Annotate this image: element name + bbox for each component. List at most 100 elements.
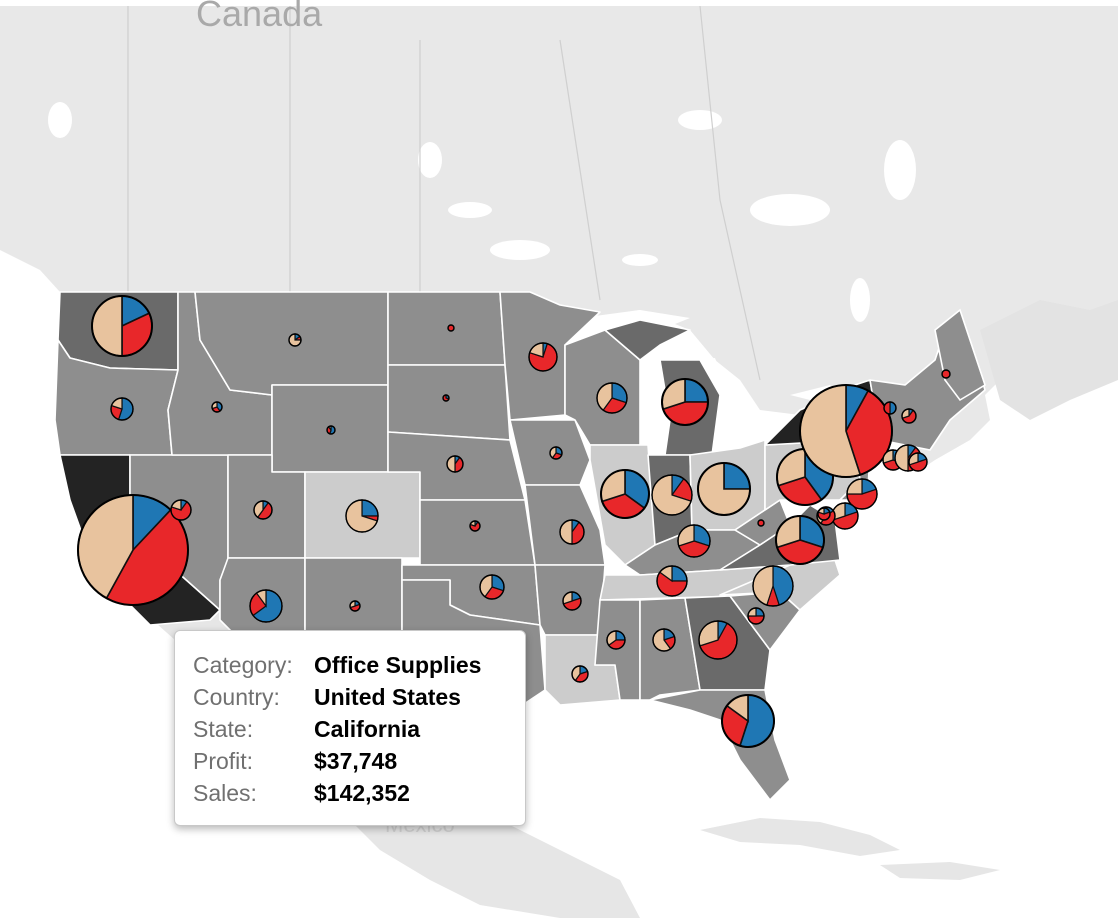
- tooltip-label: Country:: [193, 683, 280, 710]
- pie-outline: [901, 408, 917, 424]
- pie-outline: [606, 630, 626, 650]
- pie-marker[interactable]: [349, 600, 361, 612]
- pie-outline: [345, 499, 379, 533]
- pie-marker[interactable]: [549, 446, 563, 460]
- pie-outline: [775, 515, 825, 565]
- pie-outline: [479, 574, 505, 600]
- pie-marker[interactable]: [901, 408, 917, 424]
- state-kansas[interactable]: [419, 499, 536, 566]
- pie-outline: [697, 462, 751, 516]
- pie-marker[interactable]: [571, 665, 589, 683]
- tooltip-row-country: Country: United States: [193, 681, 525, 713]
- pie-marker[interactable]: [345, 499, 379, 533]
- pie-outline: [110, 397, 134, 421]
- pie-outline: [349, 600, 361, 612]
- pie-marker[interactable]: [651, 474, 693, 516]
- pie-marker[interactable]: [446, 455, 464, 473]
- pie-outline: [442, 394, 450, 402]
- pie-outline: [77, 494, 189, 606]
- state-south-dakota[interactable]: [387, 364, 511, 441]
- pie-outline: [747, 607, 765, 625]
- pie-outline: [549, 446, 563, 460]
- pie-outline: [249, 589, 283, 623]
- pie-outline: [596, 382, 628, 414]
- pie-marker[interactable]: [253, 500, 273, 520]
- pie-outline: [528, 342, 558, 372]
- pie-marker[interactable]: [831, 502, 859, 530]
- pie-outline: [562, 591, 582, 611]
- state-north-dakota[interactable]: [387, 291, 506, 366]
- pie-marker[interactable]: [652, 628, 676, 652]
- pie-marker[interactable]: [110, 397, 134, 421]
- northeast-landmass: [980, 300, 1118, 420]
- pie-outline: [883, 401, 897, 415]
- pie-marker[interactable]: [562, 591, 582, 611]
- pie-outline: [661, 378, 709, 426]
- tooltip-value: Office Supplies: [314, 651, 482, 678]
- pie-marker[interactable]: [528, 342, 558, 372]
- tooltip-label: Profit:: [193, 747, 254, 774]
- pie-marker[interactable]: [606, 630, 626, 650]
- pie-outline: [846, 478, 878, 510]
- pie-outline: [677, 524, 711, 558]
- pie-marker[interactable]: [170, 499, 192, 521]
- pie-marker[interactable]: [697, 462, 751, 516]
- pie-outline: [447, 324, 455, 332]
- pie-marker[interactable]: [883, 401, 897, 415]
- canada-lakes: [48, 102, 916, 322]
- tooltip-value: $142,352: [314, 779, 410, 806]
- pie-marker[interactable]: [846, 478, 878, 510]
- caribbean-land-2: [880, 862, 1000, 880]
- pie-outline: [941, 369, 951, 379]
- tooltip-label: State:: [193, 715, 254, 742]
- pie-outline: [288, 333, 302, 347]
- pie-marker[interactable]: [698, 620, 738, 660]
- pie-marker[interactable]: [469, 520, 481, 532]
- pie-marker[interactable]: [799, 384, 893, 478]
- pie-marker[interactable]: [596, 382, 628, 414]
- pie-marker[interactable]: [752, 565, 794, 607]
- pie-marker[interactable]: [817, 507, 831, 521]
- pie-marker[interactable]: [447, 324, 455, 332]
- pie-marker[interactable]: [249, 589, 283, 623]
- pie-marker[interactable]: [442, 394, 450, 402]
- tooltip: Category: Office Supplies Country: Unite…: [174, 630, 526, 826]
- pie-marker[interactable]: [326, 425, 336, 435]
- pie-outline: [559, 519, 585, 545]
- pie-marker[interactable]: [757, 519, 765, 527]
- tooltip-row-category: Category: Office Supplies: [193, 649, 525, 681]
- pie-marker[interactable]: [559, 519, 585, 545]
- canada-landmass: [0, 6, 1118, 470]
- tooltip-row-profit: Profit: $37,748: [193, 745, 525, 777]
- pie-outline: [600, 469, 650, 519]
- pie-outline: [91, 295, 153, 357]
- pie-marker[interactable]: [721, 694, 775, 748]
- pie-marker[interactable]: [661, 378, 709, 426]
- canada-label: Canada: [196, 0, 323, 34]
- pie-outline: [816, 506, 836, 526]
- tooltip-label: Category:: [193, 651, 293, 678]
- tooltip-row-state: State: California: [193, 713, 525, 745]
- pie-outline: [799, 384, 893, 478]
- pie-outline: [651, 474, 693, 516]
- state-michigan-up[interactable]: [604, 319, 691, 361]
- pie-outline: [656, 565, 688, 597]
- pie-marker[interactable]: [91, 295, 153, 357]
- pie-marker[interactable]: [211, 401, 223, 413]
- pie-marker[interactable]: [677, 524, 711, 558]
- pie-marker[interactable]: [775, 515, 825, 565]
- pie-marker[interactable]: [941, 369, 951, 379]
- pie-outline: [908, 452, 928, 472]
- pie-marker[interactable]: [288, 333, 302, 347]
- pie-marker[interactable]: [747, 607, 765, 625]
- pie-marker[interactable]: [600, 469, 650, 519]
- pie-marker[interactable]: [908, 452, 928, 472]
- pie-marker[interactable]: [656, 565, 688, 597]
- pie-outline: [752, 565, 794, 607]
- pie-outline: [211, 401, 223, 413]
- pie-markers: [77, 295, 951, 748]
- pie-outline: [817, 507, 831, 521]
- pie-marker[interactable]: [77, 494, 189, 606]
- pie-marker[interactable]: [479, 574, 505, 600]
